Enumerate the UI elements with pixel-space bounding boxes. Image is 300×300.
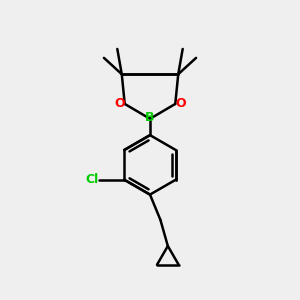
Text: O: O (114, 97, 125, 110)
Text: O: O (175, 97, 186, 110)
Text: Cl: Cl (86, 173, 99, 186)
Text: B: B (145, 111, 155, 124)
